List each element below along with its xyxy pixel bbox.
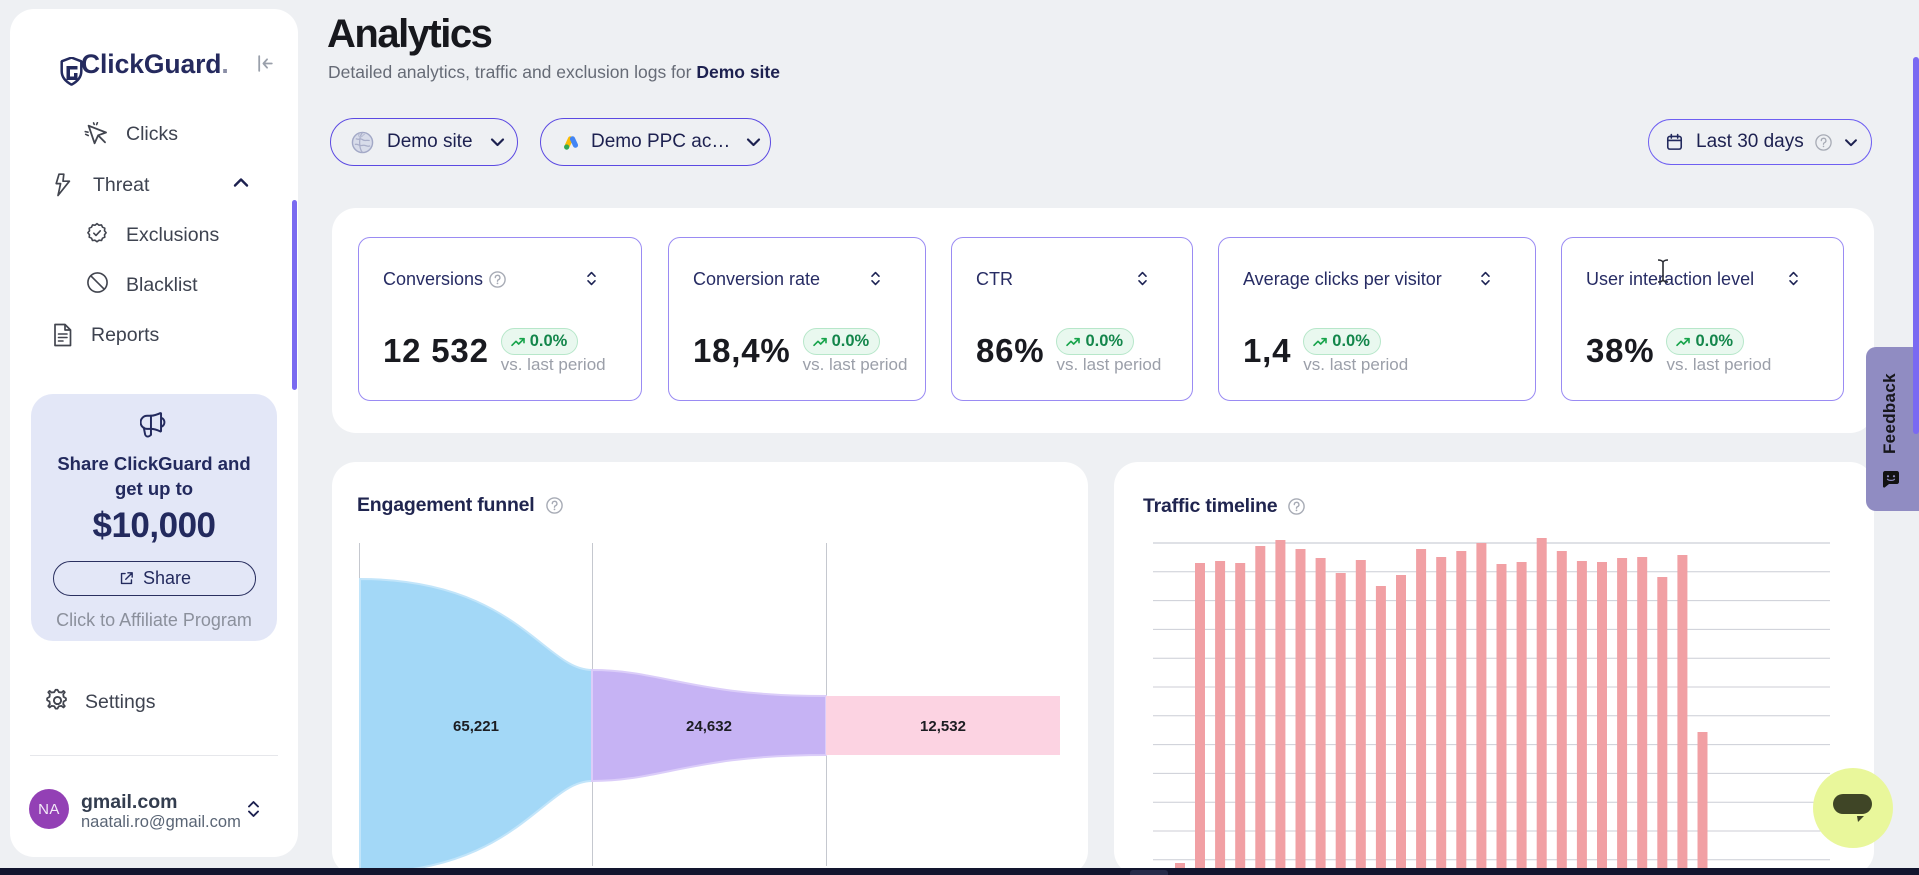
svg-text:65,221: 65,221 <box>453 718 499 735</box>
svg-text:24,632: 24,632 <box>686 718 732 735</box>
svg-text:12,532: 12,532 <box>920 718 966 735</box>
